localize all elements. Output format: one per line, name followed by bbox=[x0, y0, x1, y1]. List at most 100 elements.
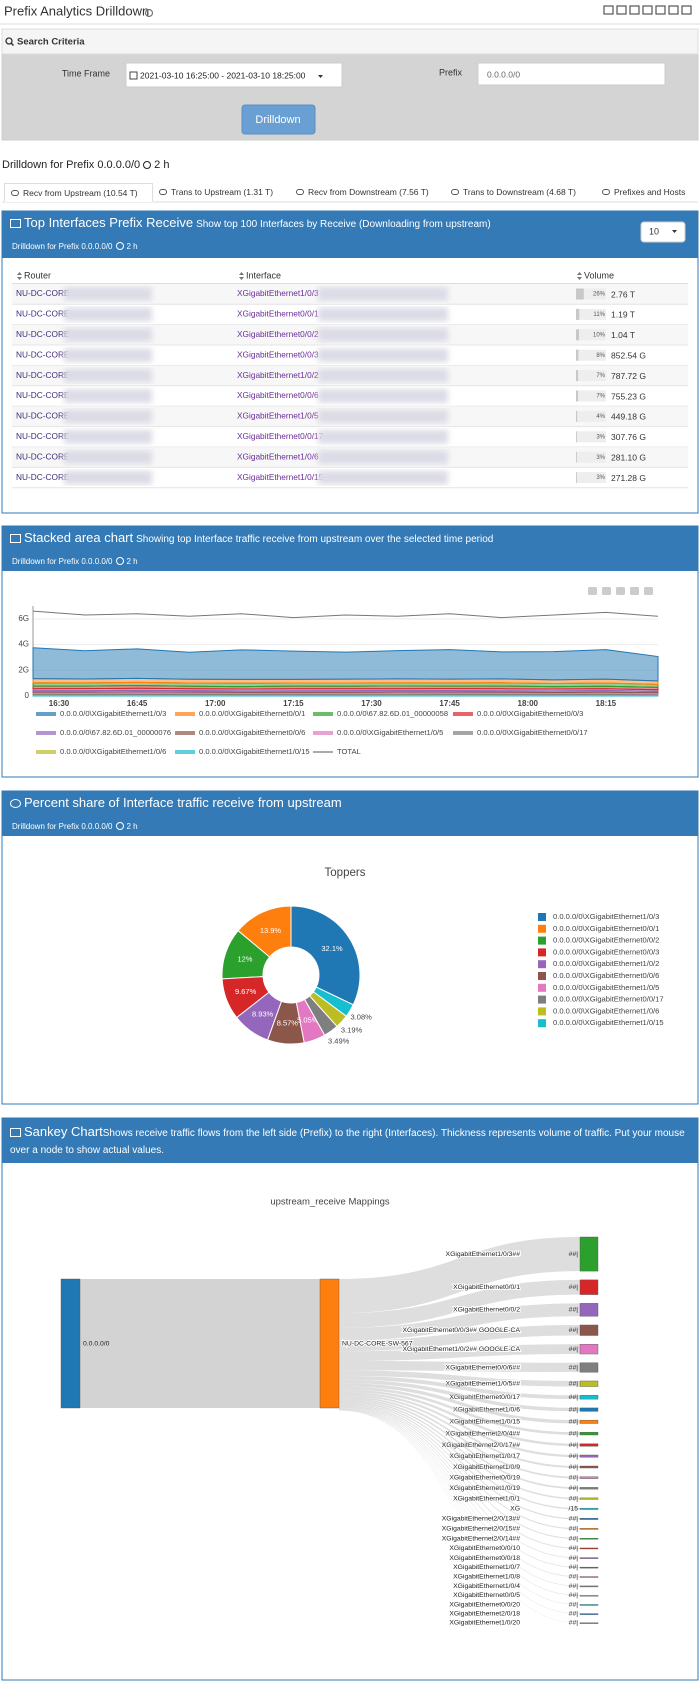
node[interactable] bbox=[579, 1622, 599, 1624]
drilldown-button[interactable] bbox=[241, 104, 316, 135]
toolbar-icon[interactable] bbox=[655, 5, 666, 15]
node[interactable] bbox=[579, 1344, 599, 1355]
column-header[interactable]: Volume bbox=[584, 270, 614, 280]
router-link[interactable]: NU-DC-CORE- bbox=[16, 329, 72, 339]
node[interactable] bbox=[579, 1497, 599, 1500]
sort-icon[interactable] bbox=[17, 272, 22, 280]
node[interactable] bbox=[579, 1557, 599, 1559]
prefix-value[interactable]: 0.0.0.0/0 bbox=[487, 69, 520, 79]
legend-label[interactable]: 0.0.0.0/0\67.82.6D.01_00000058 bbox=[337, 709, 448, 718]
time-frame-input[interactable] bbox=[125, 62, 343, 88]
toolbar-icon[interactable] bbox=[642, 5, 653, 15]
node[interactable] bbox=[579, 1566, 599, 1569]
legend-label[interactable]: 0.0.0.0/0\XGigabitEthernet0/0/6 bbox=[199, 728, 305, 737]
router-link[interactable]: NU-DC-CORE- bbox=[16, 370, 72, 380]
node[interactable] bbox=[579, 1279, 599, 1295]
time-frame-value[interactable]: 2021-03-10 16:25:00 - 2021-03-10 18:25:0… bbox=[140, 70, 306, 80]
modebar-button[interactable] bbox=[602, 587, 611, 595]
sort-icon[interactable] bbox=[239, 272, 244, 280]
interface-link[interactable]: XGigabitEthernet0/0/17 bbox=[237, 431, 324, 441]
legend-label[interactable]: 0.0.0.0/0\XGigabitEthernet1/0/5 bbox=[553, 983, 659, 992]
legend-label[interactable]: 0.0.0.0/0\XGigabitEthernet0/0/17 bbox=[477, 728, 588, 737]
router-link[interactable]: NU-DC-CORE- bbox=[16, 309, 72, 319]
toolbar-icon[interactable] bbox=[681, 5, 692, 15]
node[interactable] bbox=[319, 1278, 340, 1409]
modebar-button[interactable] bbox=[616, 587, 625, 595]
node[interactable] bbox=[579, 1362, 599, 1373]
legend-label[interactable]: 0.0.0.0/0\XGigabitEthernet0/0/3 bbox=[553, 947, 659, 956]
router-link[interactable]: NU-DC-CORE- bbox=[16, 411, 72, 421]
node[interactable] bbox=[60, 1278, 81, 1409]
node[interactable] bbox=[579, 1407, 599, 1412]
tab-label[interactable]: Trans to Downstream (4.68 T) bbox=[463, 187, 576, 197]
legend-label[interactable]: 0.0.0.0/0\XGigabitEthernet0/0/6 bbox=[553, 971, 659, 980]
page-size[interactable]: 10 bbox=[649, 226, 659, 236]
node[interactable] bbox=[579, 1395, 599, 1400]
node[interactable] bbox=[579, 1380, 599, 1387]
router-link[interactable]: NU-DC-CORE- bbox=[16, 431, 72, 441]
node[interactable] bbox=[579, 1576, 599, 1578]
legend-label[interactable]: 0.0.0.0/0\XGigabitEthernet0/0/3 bbox=[477, 709, 583, 718]
legend-label[interactable]: 0.0.0.0/0\XGigabitEthernet1/0/5 bbox=[337, 728, 443, 737]
node[interactable] bbox=[579, 1303, 599, 1317]
legend-label[interactable]: 0.0.0.0/0\XGigabitEthernet1/0/15 bbox=[199, 747, 310, 756]
legend-label[interactable]: 0.0.0.0/0\XGigabitEthernet1/0/6 bbox=[553, 1006, 659, 1015]
tab-label[interactable]: Prefixes and Hosts bbox=[614, 187, 686, 197]
node[interactable] bbox=[579, 1324, 599, 1336]
page-size-select[interactable] bbox=[640, 221, 686, 243]
modebar-button[interactable] bbox=[644, 587, 653, 595]
router-link[interactable]: NU-DC-CORE- bbox=[16, 472, 72, 482]
legend-label[interactable]: 0.0.0.0/0\XGigabitEthernet1/0/3 bbox=[60, 709, 166, 718]
interface-link[interactable]: XGigabitEthernet1/0/5 bbox=[237, 411, 319, 421]
node[interactable] bbox=[579, 1476, 599, 1479]
toolbar-icon[interactable] bbox=[603, 5, 614, 15]
column-header[interactable]: Interface bbox=[246, 270, 281, 280]
interface-link[interactable]: XGigabitEthernet1/0/15 bbox=[237, 472, 324, 482]
interface-link[interactable]: XGigabitEthernet0/0/2 bbox=[237, 329, 319, 339]
legend-label[interactable]: 0.0.0.0/0\XGigabitEthernet0/0/17 bbox=[553, 995, 664, 1004]
node[interactable] bbox=[579, 1507, 599, 1510]
tab[interactable]: Recv from Downstream (7.56 T) bbox=[290, 183, 445, 202]
node[interactable] bbox=[579, 1547, 599, 1550]
legend-label[interactable]: 0.0.0.0/0\XGigabitEthernet1/0/6 bbox=[60, 747, 166, 756]
node[interactable] bbox=[579, 1465, 599, 1469]
node[interactable] bbox=[579, 1419, 599, 1424]
legend-label[interactable]: 0.0.0.0/0\67.82.6D.01_00000076 bbox=[60, 728, 171, 737]
node[interactable] bbox=[579, 1613, 599, 1615]
interface-link[interactable]: XGigabitEthernet0/0/3 bbox=[237, 349, 319, 359]
node[interactable] bbox=[579, 1443, 599, 1447]
legend-label[interactable]: 0.0.0.0/0\XGigabitEthernet0/0/1 bbox=[199, 709, 305, 718]
sort-icon[interactable] bbox=[577, 272, 582, 280]
tab[interactable]: Trans to Downstream (4.68 T) bbox=[445, 183, 596, 202]
column-header[interactable]: Router bbox=[24, 270, 51, 280]
router-link[interactable]: NU-DC-CORE- bbox=[16, 390, 72, 400]
modebar-button[interactable] bbox=[588, 587, 597, 595]
toolbar-icon[interactable] bbox=[668, 5, 679, 15]
interface-link[interactable]: XGigabitEthernet0/0/6 bbox=[237, 390, 319, 400]
node[interactable] bbox=[579, 1487, 599, 1490]
legend-label[interactable]: 0.0.0.0/0\XGigabitEthernet1/0/2 bbox=[553, 959, 659, 968]
node[interactable] bbox=[579, 1236, 599, 1272]
interface-link[interactable]: XGigabitEthernet1/0/3 bbox=[237, 288, 319, 298]
tab-label[interactable]: Recv from Downstream (7.56 T) bbox=[308, 187, 429, 197]
router-link[interactable]: NU-DC-CORE- bbox=[16, 288, 72, 298]
node[interactable] bbox=[579, 1518, 599, 1520]
legend-label[interactable]: 0.0.0.0/0\XGigabitEthernet0/0/1 bbox=[553, 924, 659, 933]
toolbar-icon[interactable] bbox=[629, 5, 640, 15]
legend-label[interactable]: 0.0.0.0/0\XGigabitEthernet1/0/3 bbox=[553, 912, 659, 921]
legend-label[interactable]: 0.0.0.0/0\XGigabitEthernet1/0/15 bbox=[553, 1018, 664, 1027]
interface-link[interactable]: XGigabitEthernet1/0/6 bbox=[237, 451, 319, 461]
legend-label[interactable]: TOTAL bbox=[337, 747, 361, 756]
node[interactable] bbox=[579, 1604, 599, 1606]
legend-label[interactable]: 0.0.0.0/0\XGigabitEthernet0/0/2 bbox=[553, 936, 659, 945]
router-link[interactable]: NU-DC-CORE- bbox=[16, 349, 72, 359]
interface-link[interactable]: XGigabitEthernet1/0/2 bbox=[237, 370, 319, 380]
router-link[interactable]: NU-DC-CORE- bbox=[16, 451, 72, 461]
tab[interactable]: Prefixes and Hosts bbox=[596, 183, 696, 202]
toolbar-icon[interactable] bbox=[616, 5, 627, 15]
tab-label[interactable]: Trans to Upstream (1.31 T) bbox=[171, 187, 274, 197]
node[interactable] bbox=[579, 1594, 599, 1597]
node[interactable] bbox=[579, 1454, 599, 1458]
node[interactable] bbox=[579, 1585, 599, 1588]
prefix-input[interactable] bbox=[477, 62, 666, 86]
